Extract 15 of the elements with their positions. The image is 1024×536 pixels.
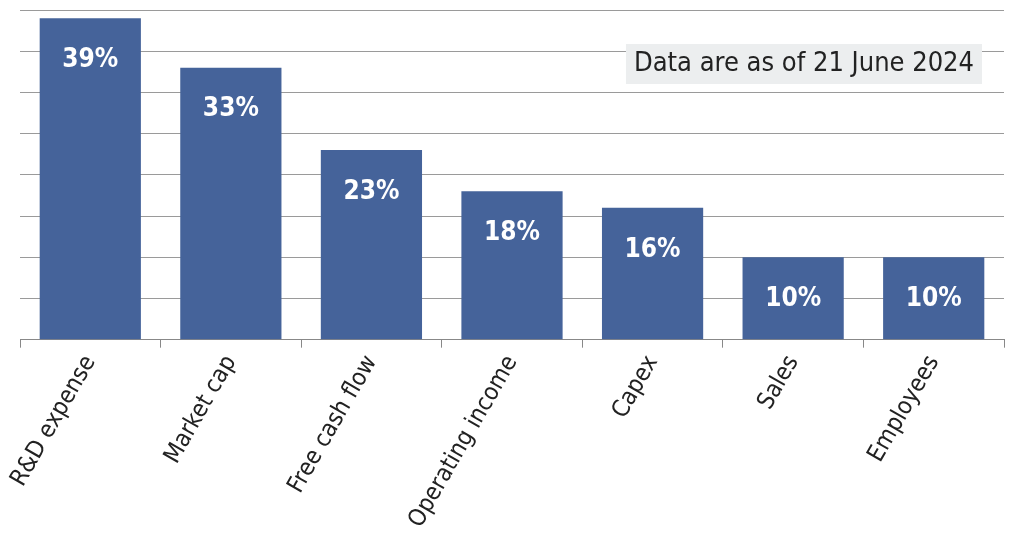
bar bbox=[742, 257, 844, 340]
data-label: 33% bbox=[202, 92, 259, 123]
data-label: 23% bbox=[343, 174, 400, 205]
bar bbox=[461, 191, 563, 340]
annotation: Data are as of 21 June 2024 bbox=[633, 45, 974, 77]
bar bbox=[883, 257, 985, 340]
bar bbox=[320, 150, 423, 340]
bar bbox=[601, 207, 704, 340]
data-label: 10% bbox=[765, 282, 822, 313]
data-label: 39% bbox=[62, 42, 119, 73]
data-label: 16% bbox=[624, 232, 681, 263]
bar bbox=[39, 18, 141, 340]
bar bbox=[180, 67, 282, 340]
data-label: 10% bbox=[905, 282, 962, 313]
data-label: 18% bbox=[484, 216, 540, 247]
